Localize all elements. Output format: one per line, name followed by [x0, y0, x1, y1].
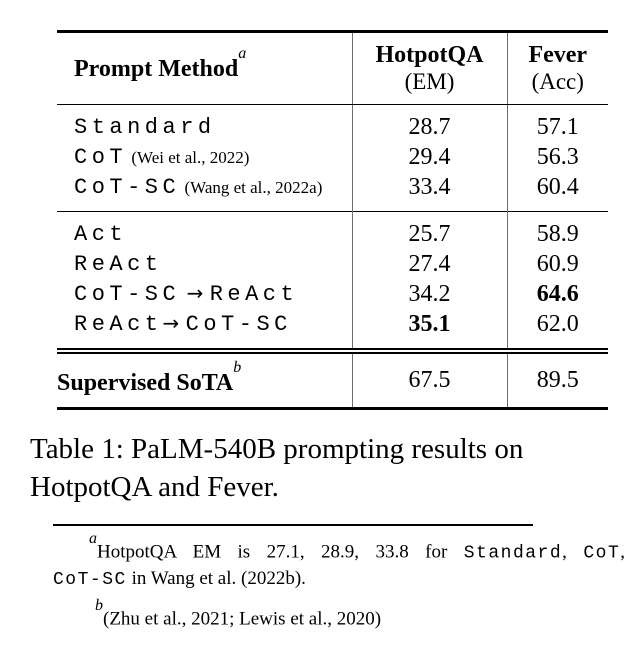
method-code: CoT-SC	[185, 312, 292, 337]
footnote-a-marker: a	[89, 530, 97, 547]
hotpotqa-value: 25.7	[351, 211, 507, 249]
header-hotpotqa-label: HotpotQA	[375, 42, 484, 68]
sota-group: Supervised SoTAb 67.5 89.5	[57, 348, 608, 410]
method-code: ReAct	[209, 282, 299, 307]
header-hotpotqa-metric: (EM)	[404, 69, 455, 94]
table-row: Supervised SoTAb 67.5 89.5	[57, 348, 608, 410]
table-row: ReAct→ CoT-SC 35.1 62.0	[57, 309, 608, 351]
table-row: CoT-SC → ReAct 34.2 64.6	[57, 279, 608, 309]
footnote-b: b(Zhu et al., 2021; Lewis et al., 2020)	[53, 597, 625, 632]
method-code: CoT	[74, 145, 128, 170]
method-cell: CoT (Wei et al., 2022)	[57, 142, 352, 172]
method-code: Standard	[74, 115, 216, 140]
footnote-marker-b-ref: b	[233, 359, 242, 376]
sota-label-cell: Supervised SoTAb	[57, 348, 352, 410]
fever-value: 64.6	[506, 279, 608, 309]
text-segment: →	[180, 281, 210, 305]
method-cell: CoT-SC → ReAct	[57, 279, 352, 309]
method-cell: CoT-SC (Wang et al., 2022a)	[57, 172, 352, 212]
sota-fever-value: 89.5	[506, 348, 608, 410]
results-table: Prompt Methoda HotpotQA (EM) Fever (Acc)…	[57, 30, 608, 410]
text-segment: ,	[620, 541, 626, 563]
text-segment: ,	[562, 541, 584, 563]
method-code: Standard	[463, 543, 563, 564]
hotpotqa-value: 28.7	[351, 104, 507, 142]
method-code: CoT-SC	[74, 282, 181, 307]
react-methods-group: Act 25.7 58.9 ReAct 27.4 60.9 CoT-SC → ReAct 34…	[57, 211, 608, 351]
hotpotqa-value: 27.4	[351, 249, 507, 279]
method-code: CoT	[583, 543, 621, 564]
fever-value: 62.0	[506, 309, 608, 351]
method-cell: ReAct→ CoT-SC	[57, 309, 352, 351]
footnote-a: aHotpotQA EM is 27.1, 28.9, 33.8 for Sta…	[53, 530, 626, 593]
text-segment: in Wang et al. (2022b).	[126, 568, 306, 590]
method-code: ReAct	[74, 252, 163, 277]
hotpotqa-value: 34.2	[351, 279, 507, 309]
sota-label: Supervised SoTA	[57, 370, 234, 396]
citation: (Wei et al., 2022)	[127, 148, 250, 167]
method-code: CoT-SC	[74, 175, 181, 200]
table-row: CoT-SC (Wang et al., 2022a) 33.4 60.4	[57, 172, 608, 212]
fever-value: 58.9	[506, 211, 608, 249]
header-row: Prompt Methoda HotpotQA (EM) Fever (Acc)	[57, 30, 608, 105]
method-cell: Act	[57, 211, 352, 249]
footnote-separator	[53, 524, 533, 526]
hotpotqa-value: 35.1	[351, 309, 507, 351]
table-row: CoT (Wei et al., 2022) 29.4 56.3	[57, 142, 608, 172]
fever-value: 57.1	[506, 104, 608, 142]
header-fever-metric: (Acc)	[531, 69, 584, 94]
table-caption: Table 1: PaLM-540B prompting results on …	[30, 433, 524, 503]
hotpotqa-value: 33.4	[351, 172, 507, 212]
text-segment: HotpotQA EM is 27.1, 28.9, 33.8 for	[97, 541, 464, 563]
footnote-marker-a-ref: a	[238, 44, 247, 62]
fever-value: 56.3	[506, 142, 608, 172]
header-fever: Fever (Acc)	[506, 30, 608, 105]
table-row: Standard 28.7 57.1	[57, 104, 608, 143]
header-prompt-method: Prompt Methoda	[57, 30, 352, 105]
footnote-a-line2: CoT-SC in Wang et al. (2022b).	[53, 566, 625, 593]
footnotes: aHotpotQA EM is 27.1, 28.9, 33.8 for Sta…	[53, 530, 626, 633]
footnote-b-text: (Zhu et al., 2021; Lewis et al., 2020)	[103, 608, 382, 630]
method-code: ReAct	[74, 312, 163, 337]
fever-value: 60.9	[506, 249, 608, 279]
citation: (Wang et al., 2022a)	[180, 178, 323, 197]
table-row: ReAct 27.4 60.9	[57, 249, 608, 279]
method-cell: ReAct	[57, 249, 352, 279]
header-hotpotqa: HotpotQA (EM)	[351, 30, 507, 105]
method-code: CoT-SC	[53, 570, 127, 591]
footnote-b-marker: b	[95, 597, 103, 615]
sota-hotpotqa-value: 67.5	[351, 348, 507, 410]
results-table-container: Prompt Methoda HotpotQA (EM) Fever (Acc)…	[57, 30, 608, 410]
header-prompt-method-label: Prompt Method	[74, 55, 239, 82]
table-header: Prompt Methoda HotpotQA (EM) Fever (Acc)	[57, 30, 608, 105]
text-segment: →	[162, 311, 186, 335]
footnote-a-line1: aHotpotQA EM is 27.1, 28.9, 33.8 for Sta…	[53, 530, 626, 566]
header-fever-label: Fever	[528, 42, 588, 68]
table-row: Act 25.7 58.9	[57, 211, 608, 249]
fever-value: 60.4	[506, 172, 608, 212]
hotpotqa-value: 29.4	[351, 142, 507, 172]
method-cell: Standard	[57, 105, 352, 143]
baseline-methods-group: Standard 28.7 57.1 CoT (Wei et al., 2022) 29…	[57, 104, 608, 212]
method-code: Act	[74, 222, 128, 247]
